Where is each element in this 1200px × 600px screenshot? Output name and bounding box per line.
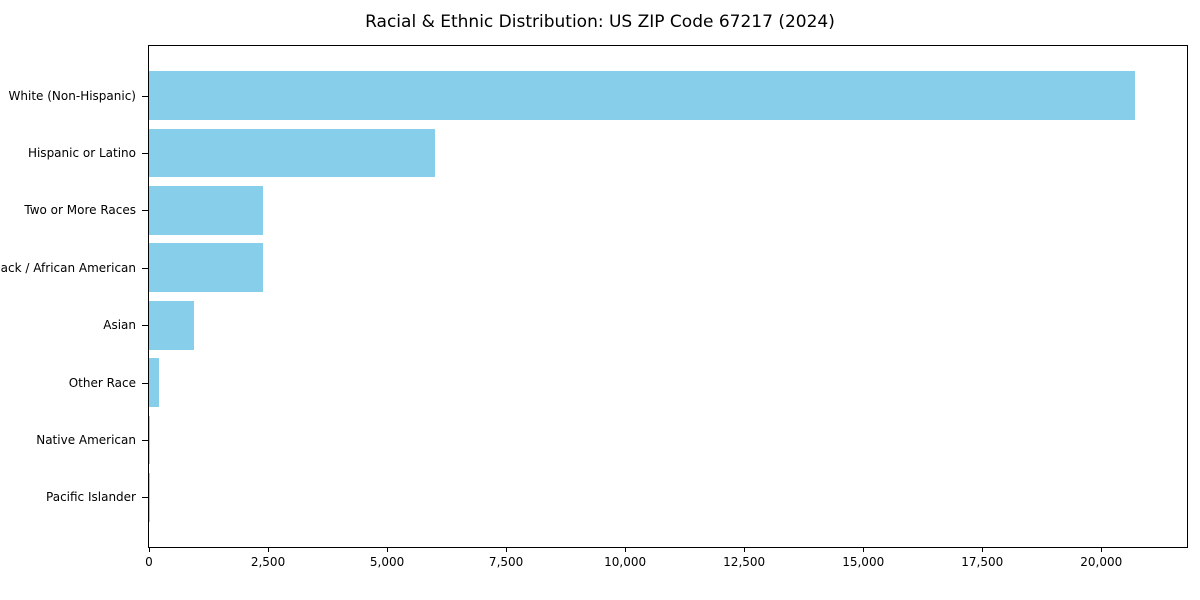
bar	[149, 71, 1135, 121]
y-tick-mark	[142, 210, 148, 212]
plot-area: 0 2,500 5,000 7,500 10,000 12,500 15,000 17,500…	[142, 45, 1188, 569]
bar	[149, 243, 263, 293]
y-tick-mark	[142, 382, 148, 384]
bar	[149, 300, 195, 350]
bar	[149, 358, 159, 407]
x-tick-mark	[982, 547, 984, 552]
chart-title: Racial & Ethnic Distribution: US ZIP Cod…	[365, 12, 835, 32]
x-tick-label: 5,000	[369, 555, 405, 569]
x-tick-label: 12,500	[723, 555, 766, 569]
x-tick-mark	[387, 547, 389, 552]
y-axis-label: Black / African American	[0, 260, 136, 275]
y-axis-label: White (Non-Hispanic)	[8, 88, 136, 103]
y-axis-label: Pacific Islander	[46, 490, 136, 505]
y-axis-label: Asian	[103, 318, 136, 333]
x-tick-label: 0	[145, 555, 153, 569]
y-tick-mark	[142, 439, 148, 441]
x-tick-mark	[1101, 547, 1103, 552]
y-axis-labels: White (Non-Hispanic) Hispanic or Latino Tw…	[0, 45, 148, 548]
y-tick-mark	[142, 95, 148, 97]
x-tick-mark	[149, 547, 150, 552]
x-tick-label: 2,500	[250, 555, 286, 569]
y-tick-mark	[142, 497, 148, 499]
x-tick-mark	[625, 547, 627, 552]
x-tick-mark	[863, 547, 865, 552]
x-tick-label: 7,500	[488, 555, 524, 569]
y-tick-mark	[142, 153, 148, 155]
bar	[149, 186, 264, 235]
y-axis-label: Two or More Races	[24, 203, 136, 218]
y-axis-label: Hispanic or Latino	[27, 146, 136, 161]
bar	[149, 415, 151, 465]
x-tick-mark	[506, 547, 508, 552]
y-tick-mark	[142, 267, 148, 269]
y-axis-label: Native American	[36, 432, 136, 447]
y-axis-label: Other Race	[68, 375, 136, 390]
x-tick-mark	[744, 547, 746, 552]
x-tick-label: 17,500	[961, 555, 1004, 569]
x-tick-mark	[268, 547, 270, 552]
x-tick-label: 10,000	[604, 555, 647, 569]
bar	[149, 128, 435, 178]
x-tick-label: 15,000	[842, 555, 885, 569]
y-tick-mark	[142, 325, 148, 327]
x-tick-label: 20,000	[1080, 555, 1123, 569]
